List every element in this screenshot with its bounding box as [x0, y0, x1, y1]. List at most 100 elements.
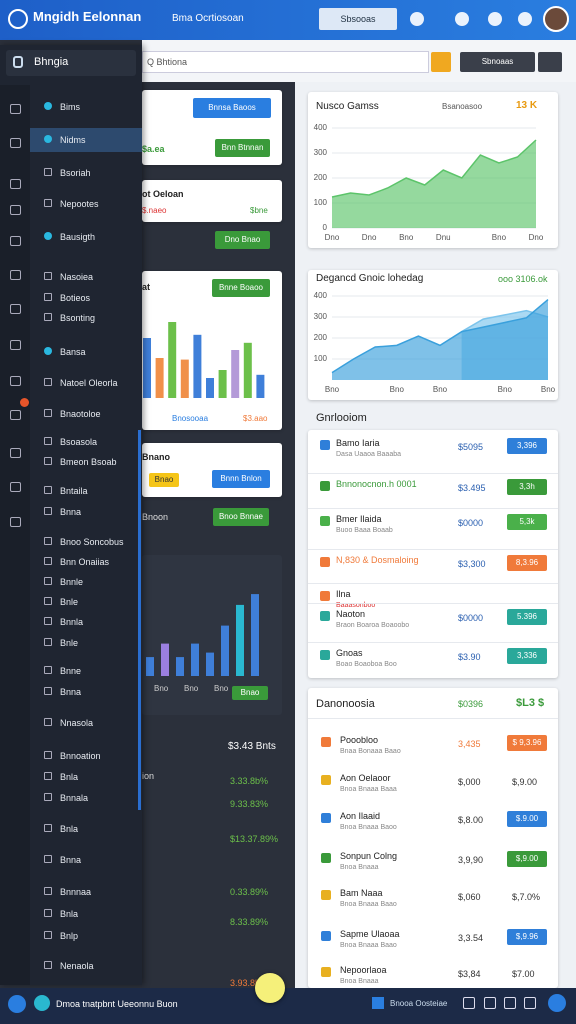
rail-icon[interactable]	[10, 448, 21, 458]
sidebar-item[interactable]: Bnnle	[60, 577, 84, 587]
button[interactable]: Bnnn Bnlon	[212, 470, 270, 488]
sidebar-item[interactable]: Bnne	[60, 666, 82, 676]
sidebar-item[interactable]: Nenaola	[60, 961, 94, 971]
sidebar-item[interactable]: Bnoo Soncobus	[60, 537, 124, 547]
row-badge[interactable]: 8,3.96	[507, 555, 547, 571]
button[interactable]: Bnao	[149, 473, 179, 487]
card-title: ot Oeloan	[142, 189, 184, 199]
row-sub: Baaasonboo	[336, 602, 376, 609]
rail-icon[interactable]	[10, 205, 21, 215]
sidebar-item[interactable]: Bsoasola	[60, 437, 98, 447]
bar	[236, 604, 244, 676]
rail-icon[interactable]	[10, 517, 21, 527]
divider	[308, 473, 558, 474]
bottom-icon[interactable]	[484, 997, 496, 1009]
sidebar-item[interactable]: Nnasola	[60, 718, 94, 728]
sidebar-item[interactable]: Bnna	[60, 855, 82, 865]
area-chart: 100 200 300 400 Bno Bno Bno Bno Bno	[314, 291, 556, 394]
item-icon	[44, 718, 52, 726]
row-icon	[321, 813, 331, 823]
row-badge[interactable]: 5,3k	[507, 514, 547, 530]
sidebar-item[interactable]: Bnnala	[60, 793, 89, 803]
row-badge[interactable]: $,9.00	[507, 851, 547, 867]
toolbar-menu[interactable]	[538, 52, 562, 72]
sidebar-item[interactable]: Bnla	[60, 824, 79, 834]
row-icon	[320, 611, 330, 621]
sidebar-item[interactable]: Bnla	[60, 772, 79, 782]
button[interactable]: Bnao	[232, 686, 268, 700]
sidebar-item[interactable]: Bnnoation	[60, 751, 101, 761]
button[interactable]: Bnoo Bnnae	[213, 508, 269, 526]
row-sub: Bnoa Bnaaa Baao	[340, 942, 397, 949]
rail-icon[interactable]	[10, 304, 21, 314]
rail-icon[interactable]	[10, 236, 21, 246]
sidebar-item[interactable]: Bausigth	[60, 232, 96, 242]
item-icon	[44, 772, 52, 780]
top-search[interactable]: Sbsooas	[319, 8, 397, 30]
button[interactable]: Bnnsa Baoos	[193, 98, 271, 118]
row-name: Naoton	[336, 609, 366, 619]
row-badge[interactable]: 3,396	[507, 438, 547, 454]
button[interactable]: Dno Bnao	[215, 231, 270, 249]
search-button[interactable]	[431, 52, 451, 72]
rail-icon[interactable]	[10, 104, 21, 114]
sidebar-item[interactable]: Bnnnaa	[60, 887, 92, 897]
rail-icon[interactable]	[10, 340, 21, 350]
chart-title: Degancd Gnoic lohedag	[316, 273, 424, 284]
sidebar-item[interactable]: Natoel Oleorla	[60, 378, 118, 388]
row-badge[interactable]: 3,336	[507, 648, 547, 664]
sidebar-item[interactable]: Bsonting	[60, 313, 96, 323]
top-icon[interactable]	[488, 12, 502, 26]
sidebar-item[interactable]: Bansa	[60, 347, 86, 357]
item-icon	[44, 909, 52, 917]
sidebar-item[interactable]: Bnna	[60, 687, 82, 697]
sidebar-item[interactable]: Bnle	[60, 597, 79, 607]
button[interactable]: Bnn Btnnan	[215, 139, 270, 157]
sidebar-item[interactable]: Bmeon Bsoab	[60, 457, 117, 467]
row-badge[interactable]: 3,3h	[507, 479, 547, 495]
sidebar-item[interactable]: Nidms	[60, 135, 86, 145]
sidebar-item[interactable]: Bnaotoloe	[60, 409, 101, 419]
sidebar-item[interactable]: Bntaila	[60, 486, 88, 496]
rail-icon[interactable]	[10, 270, 21, 280]
sidebar-item[interactable]: Bnle	[60, 638, 79, 648]
x-tick-label: Bno	[498, 385, 513, 394]
toolbar-button[interactable]: Sbnoaas	[460, 52, 535, 72]
sidebar-item[interactable]: Bnn Onaiias	[60, 557, 110, 567]
fab[interactable]	[255, 973, 285, 1003]
sidebar-item[interactable]: Nasoiea	[60, 272, 94, 282]
row-name: Bmer Ilaida	[336, 514, 382, 524]
button[interactable]: Bnne Boaoo	[212, 279, 270, 297]
rail-icon[interactable]	[10, 410, 21, 420]
top-icon[interactable]	[518, 12, 532, 26]
avatar[interactable]	[543, 6, 569, 32]
row-badge[interactable]: $,9.96	[507, 929, 547, 945]
rail-icon[interactable]	[10, 138, 21, 148]
top-icon[interactable]	[455, 12, 469, 26]
bottom-icon[interactable]	[524, 997, 536, 1009]
row-badge[interactable]: 5.396	[507, 609, 547, 625]
sidebar-item[interactable]: Bnna	[60, 507, 82, 517]
bottom-icon[interactable]	[504, 997, 516, 1009]
sidebar-item[interactable]: Bnla	[60, 909, 79, 919]
sidebar-item[interactable]: Bsoriah	[60, 168, 91, 178]
bottom-icon[interactable]	[463, 997, 475, 1009]
search-field[interactable]: Q Bhtiona	[142, 51, 429, 73]
rail-icon[interactable]	[10, 376, 21, 386]
row-sub: Bnoa Bnaaa	[340, 864, 379, 871]
row-badge[interactable]: $ 9,3.96	[507, 735, 547, 751]
bottom-action[interactable]	[548, 994, 566, 1012]
row-badge[interactable]: $.9.00	[507, 811, 547, 827]
sidebar-item[interactable]: Botieos	[60, 293, 91, 303]
row-value: $,8.00	[458, 815, 484, 825]
bar	[155, 358, 164, 398]
top-icon[interactable]	[410, 12, 424, 26]
row-sub: Bnaa Bonaaa Baao	[340, 748, 401, 755]
chart-filter: Bsanoasoo	[442, 102, 483, 111]
sidebar-item[interactable]: Bnlp	[60, 931, 79, 941]
sidebar-item[interactable]: Bims	[60, 102, 80, 112]
sidebar-item[interactable]: Bnnla	[60, 617, 84, 627]
sidebar-item[interactable]: Nepootes	[60, 199, 99, 209]
rail-icon[interactable]	[10, 482, 21, 492]
rail-icon[interactable]	[10, 179, 21, 189]
